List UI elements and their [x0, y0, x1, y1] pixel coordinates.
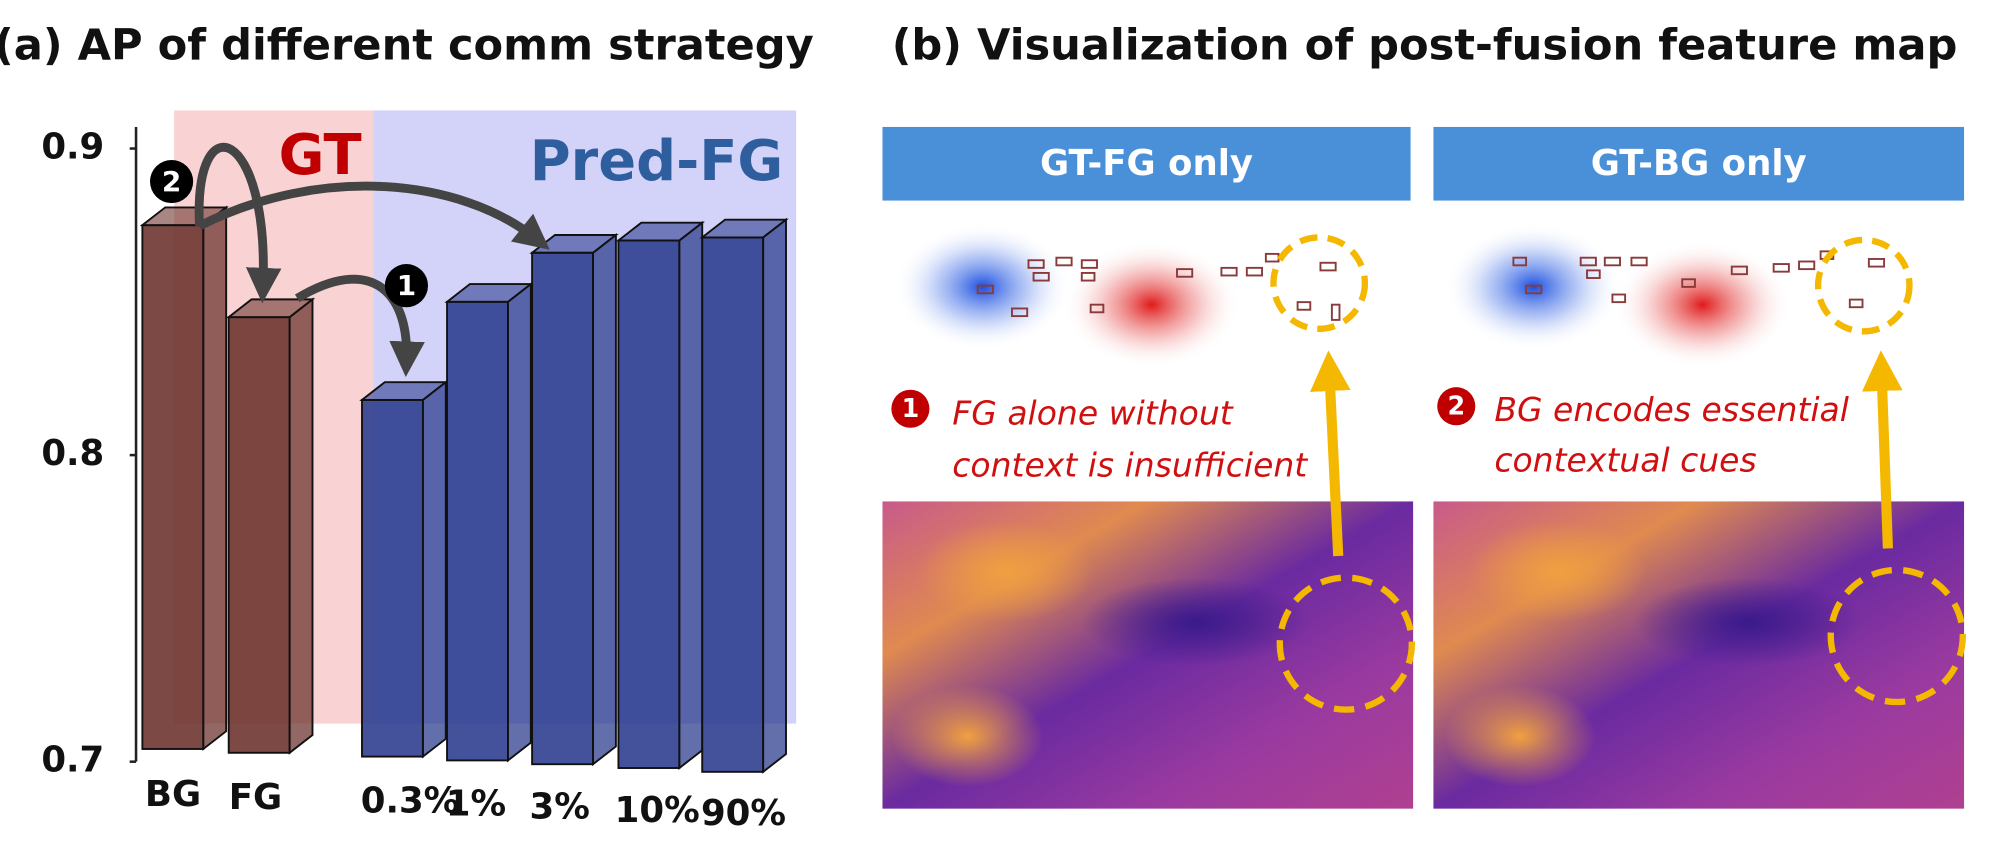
- bar-top: [225, 298, 316, 319]
- bar-side: [421, 380, 447, 759]
- feature-blob: [1081, 577, 1311, 667]
- arrow: [194, 143, 282, 304]
- x-tick-label: FG: [229, 777, 282, 818]
- x-tick-label: 90%: [701, 793, 786, 834]
- bar-top: [615, 221, 705, 242]
- y-tick-label: 0.8: [41, 433, 104, 474]
- caption: FG alone without: [952, 394, 1233, 433]
- point-cloud: [1444, 223, 1623, 351]
- badge: [891, 389, 930, 428]
- badge-text: 1: [397, 269, 416, 302]
- feature-blob: [1634, 577, 1863, 667]
- bar-top: [444, 283, 534, 303]
- bar-side: [507, 282, 532, 763]
- y-tick-label: 0.9: [41, 127, 104, 168]
- bar-front: [531, 251, 594, 766]
- caption: contextual cues: [1494, 441, 1756, 480]
- panel-title: (b) Visualization of post-fusion feature…: [892, 21, 1958, 71]
- panel-header: GT-BG only: [1591, 143, 1807, 184]
- badge-text: 1: [902, 393, 920, 423]
- group-label: GT: [279, 123, 362, 188]
- x-tick-label: 0.3%: [361, 780, 460, 821]
- highlight: [1827, 566, 1966, 706]
- feature-blob: [891, 685, 1044, 788]
- bar-side: [592, 233, 617, 767]
- badge: [1437, 387, 1476, 426]
- panel: GT-FG only 1 FG alone without context is…: [882, 126, 1416, 809]
- panel-header: GT-FG only: [1040, 143, 1253, 184]
- badge: [384, 264, 429, 308]
- bar-front: [361, 398, 424, 758]
- bar-front: [227, 316, 291, 754]
- bar-side: [202, 205, 228, 751]
- x-tick-label: 10%: [615, 790, 700, 831]
- caption: BG encodes essential: [1494, 390, 1849, 429]
- bar-front: [446, 300, 509, 762]
- highlight: [1270, 234, 1369, 332]
- bar-side: [678, 220, 704, 770]
- bar-front: [141, 224, 205, 750]
- group-label: Pred-FG: [530, 129, 783, 194]
- feature-blob: [916, 520, 1095, 623]
- feature-blob: [1468, 520, 1647, 623]
- bar-front: [617, 239, 681, 769]
- arrow: [1310, 350, 1351, 557]
- bar-side: [288, 297, 314, 755]
- feature-blob: [1443, 685, 1596, 788]
- header-bar: [1433, 126, 1965, 201]
- bar-top: [359, 381, 449, 401]
- badge: [150, 159, 194, 204]
- caption: context is insufficient: [952, 446, 1308, 485]
- arrow: [294, 274, 425, 378]
- x-tick-label: BG: [145, 774, 201, 815]
- bar-top: [699, 218, 789, 239]
- highlight: [1276, 574, 1416, 713]
- x-tick-label: 1%: [446, 783, 506, 824]
- badge-text: 2: [1447, 390, 1465, 420]
- panel: GT-BG only 2 BG encodes essential contex…: [1433, 126, 1966, 809]
- highlight: [1814, 236, 1913, 335]
- arrow: [1861, 350, 1903, 549]
- bar-front: [701, 236, 765, 773]
- boxes: [1512, 250, 1886, 309]
- point-cloud: [1062, 241, 1241, 369]
- badge-text: 2: [162, 165, 181, 198]
- y-tick-label: 0.7: [41, 740, 104, 781]
- point-cloud: [893, 223, 1072, 351]
- chart-title: (a) AP of different comm strategy: [0, 21, 814, 71]
- bar-side: [762, 217, 787, 774]
- point-cloud: [1613, 241, 1792, 369]
- arrow: [197, 181, 550, 250]
- x-tick-label: 3%: [530, 787, 590, 828]
- header-bar: [882, 126, 1411, 201]
